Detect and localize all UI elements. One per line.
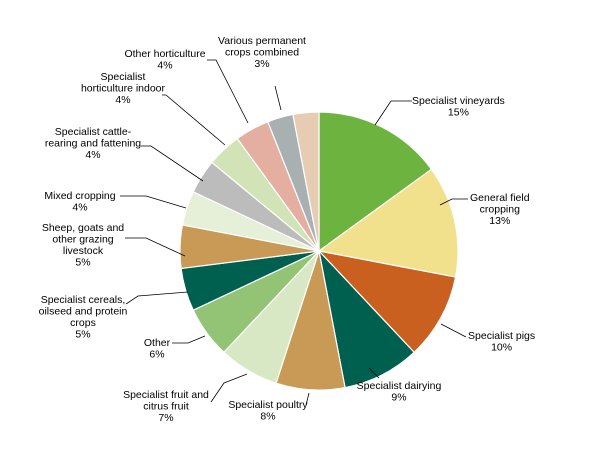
slice-label: Other horticulture 4% [124,48,205,72]
slice-label: Specialist cereals, oilseed and protein cr… [39,294,128,341]
slice-labels: Specialist vineyards 15% General field crop… [39,35,536,424]
slice-value-label: 6% [149,349,164,361]
slice-value-label: 4% [157,60,172,72]
slice-value-label: 5% [75,257,90,269]
slice-value-label: 3% [254,58,269,70]
slice-label: Specialist dairying 9% [357,380,442,404]
leader-line [368,367,380,379]
slice-value-label: 7% [158,412,173,424]
slice-label: Various permanent crops combined 3% [218,35,306,70]
slice-label: Specialist vineyards 15% [412,95,505,119]
slice-value-label: 4% [85,149,100,161]
slice-label: Specialist fruit and citrus fruit 7% [123,389,209,424]
slice-value-label: 8% [260,411,275,423]
leader-line [141,145,204,182]
pie-slice [292,111,320,252]
leader-line [439,198,468,206]
leader-line [305,392,310,406]
slice-label: Specialist pigs 10% [468,330,535,354]
leader-line [125,237,186,257]
pie-slice [317,168,459,278]
leader-line [162,94,226,146]
slice-label: Mixed cropping 4% [44,190,115,214]
leader-line [374,100,412,126]
leader-lines [120,59,468,406]
slice-value-label: 13% [489,215,510,227]
leader-line [440,323,467,338]
slice-value-label: 15% [448,107,469,119]
slice-value-label: 4% [72,202,87,214]
slice-value-label: 10% [491,342,512,354]
pie-slice [318,111,433,253]
leader-line [207,59,249,124]
slice-label: Sheep, goats and other grazing livestock 5% [42,222,124,269]
pie-slice [317,250,457,354]
leader-line [274,85,282,111]
slice-value-label: 9% [391,392,406,404]
leader-line [125,291,189,305]
slice-value-label: 4% [115,94,130,106]
slice-label: Specialist poultry 8% [228,399,308,423]
slice-value-label: 5% [75,329,90,341]
slice-label: General field cropping 13% [470,192,530,227]
leader-line [120,195,187,209]
pie-slices [179,111,459,391]
slice-label: Specialist horticulture indoor 4% [81,71,166,106]
leader-line [172,335,206,344]
leader-line [210,373,248,403]
slice-label: Specialist cattle-rearing and fattening 4… [45,126,141,161]
slice-label: Other 6% [144,337,171,361]
